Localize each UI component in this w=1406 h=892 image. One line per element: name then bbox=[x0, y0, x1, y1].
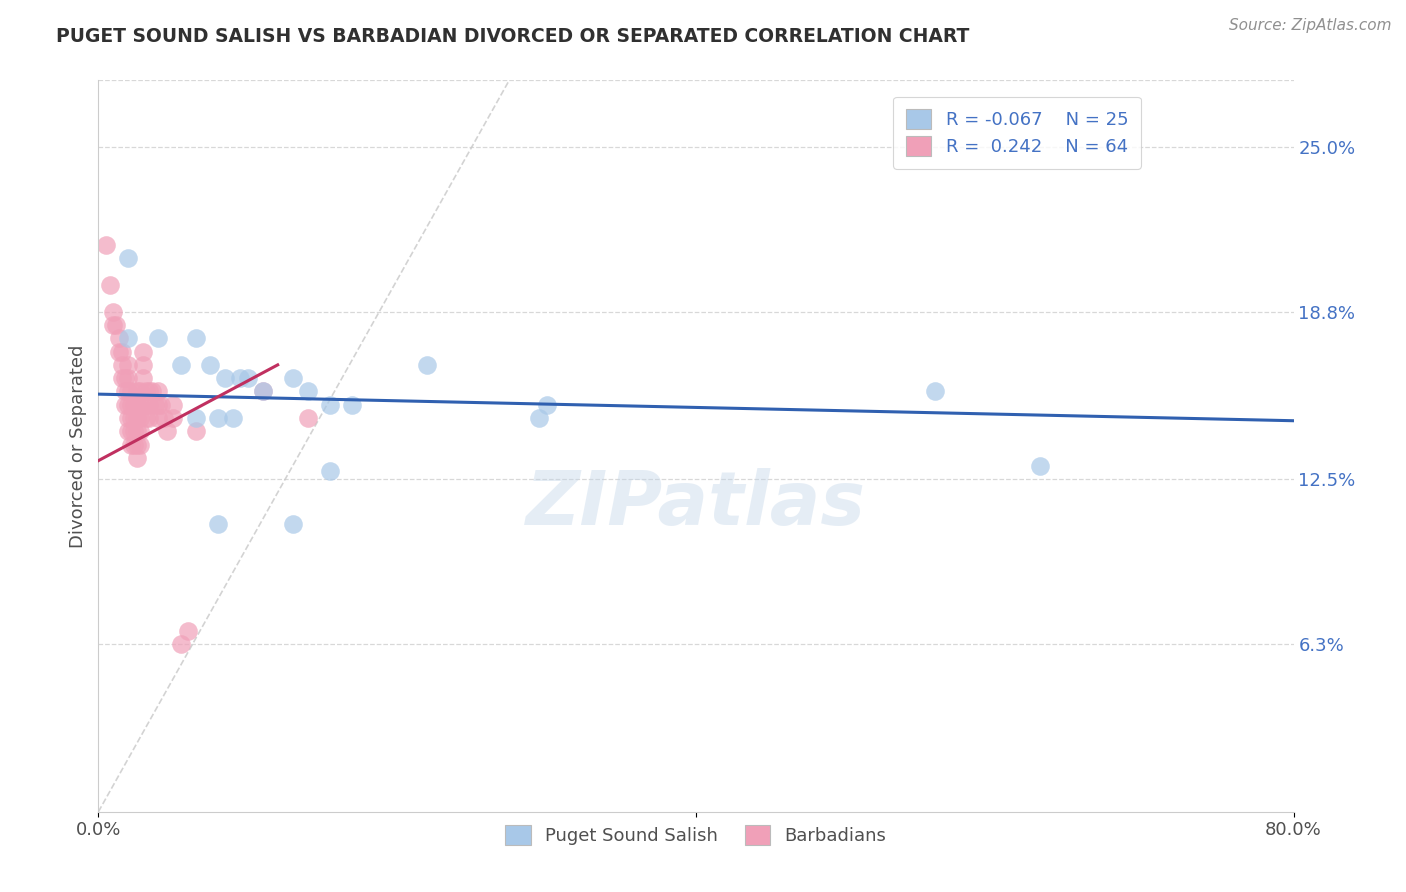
Point bbox=[117, 398, 139, 412]
Point bbox=[153, 411, 176, 425]
Point bbox=[207, 517, 229, 532]
Point bbox=[156, 425, 179, 439]
Point bbox=[141, 384, 163, 399]
Point bbox=[132, 344, 155, 359]
Point bbox=[297, 411, 319, 425]
Point bbox=[132, 358, 155, 372]
Point bbox=[169, 637, 191, 651]
Point bbox=[120, 425, 142, 439]
Text: ZIPatlas: ZIPatlas bbox=[526, 468, 866, 541]
Point bbox=[103, 318, 125, 332]
Point bbox=[120, 438, 142, 452]
Point bbox=[117, 411, 139, 425]
Point bbox=[169, 358, 191, 372]
Point bbox=[117, 371, 139, 385]
Point bbox=[135, 384, 157, 399]
Point bbox=[124, 438, 146, 452]
Point bbox=[135, 411, 157, 425]
Point bbox=[124, 411, 146, 425]
Point bbox=[129, 425, 152, 439]
Point bbox=[114, 384, 136, 399]
Point bbox=[252, 384, 274, 399]
Point bbox=[129, 411, 152, 425]
Point bbox=[214, 371, 236, 385]
Point bbox=[138, 411, 160, 425]
Point bbox=[924, 384, 946, 399]
Point bbox=[281, 517, 304, 532]
Point bbox=[148, 398, 170, 412]
Point bbox=[105, 318, 128, 332]
Point bbox=[98, 278, 122, 293]
Point bbox=[184, 411, 207, 425]
Point bbox=[111, 344, 134, 359]
Point bbox=[143, 398, 166, 412]
Point bbox=[103, 304, 125, 318]
Point bbox=[319, 398, 342, 412]
Point bbox=[114, 371, 136, 385]
Point bbox=[120, 398, 142, 412]
Point bbox=[148, 411, 170, 425]
Point bbox=[127, 450, 149, 465]
Point bbox=[117, 425, 139, 439]
Point bbox=[177, 624, 200, 638]
Point bbox=[162, 411, 184, 425]
Point bbox=[117, 358, 139, 372]
Point bbox=[229, 371, 252, 385]
Point bbox=[162, 398, 184, 412]
Point bbox=[135, 398, 157, 412]
Point bbox=[94, 238, 117, 252]
Point bbox=[1028, 458, 1050, 473]
Text: PUGET SOUND SALISH VS BARBADIAN DIVORCED OR SEPARATED CORRELATION CHART: PUGET SOUND SALISH VS BARBADIAN DIVORCED… bbox=[56, 27, 970, 45]
Point bbox=[148, 331, 170, 345]
Point bbox=[184, 331, 207, 345]
Point bbox=[297, 384, 319, 399]
Point bbox=[416, 358, 439, 372]
Point bbox=[207, 411, 229, 425]
Point bbox=[252, 384, 274, 399]
Point bbox=[150, 398, 173, 412]
Point bbox=[124, 425, 146, 439]
Point bbox=[319, 464, 342, 478]
Point bbox=[127, 411, 149, 425]
Point bbox=[127, 425, 149, 439]
Point bbox=[127, 438, 149, 452]
Point bbox=[138, 384, 160, 399]
Point bbox=[117, 331, 139, 345]
Point bbox=[342, 398, 364, 412]
Point bbox=[281, 371, 304, 385]
Point bbox=[124, 398, 146, 412]
Point bbox=[114, 398, 136, 412]
Point bbox=[236, 371, 259, 385]
Point bbox=[127, 384, 149, 399]
Point bbox=[148, 384, 170, 399]
Legend: Puget Sound Salish, Barbadians: Puget Sound Salish, Barbadians bbox=[496, 816, 896, 854]
Point bbox=[120, 411, 142, 425]
Point bbox=[108, 344, 131, 359]
Y-axis label: Divorced or Separated: Divorced or Separated bbox=[69, 344, 87, 548]
Point bbox=[132, 371, 155, 385]
Point bbox=[129, 398, 152, 412]
Point bbox=[117, 384, 139, 399]
Point bbox=[127, 398, 149, 412]
Point bbox=[200, 358, 222, 372]
Point bbox=[129, 384, 152, 399]
Point bbox=[222, 411, 245, 425]
Point bbox=[117, 252, 139, 266]
Point bbox=[111, 358, 134, 372]
Point bbox=[527, 411, 550, 425]
Point bbox=[108, 331, 131, 345]
Point bbox=[111, 371, 134, 385]
Text: Source: ZipAtlas.com: Source: ZipAtlas.com bbox=[1229, 18, 1392, 33]
Point bbox=[184, 425, 207, 439]
Point bbox=[536, 398, 558, 412]
Point bbox=[129, 438, 152, 452]
Point bbox=[120, 384, 142, 399]
Point bbox=[138, 398, 160, 412]
